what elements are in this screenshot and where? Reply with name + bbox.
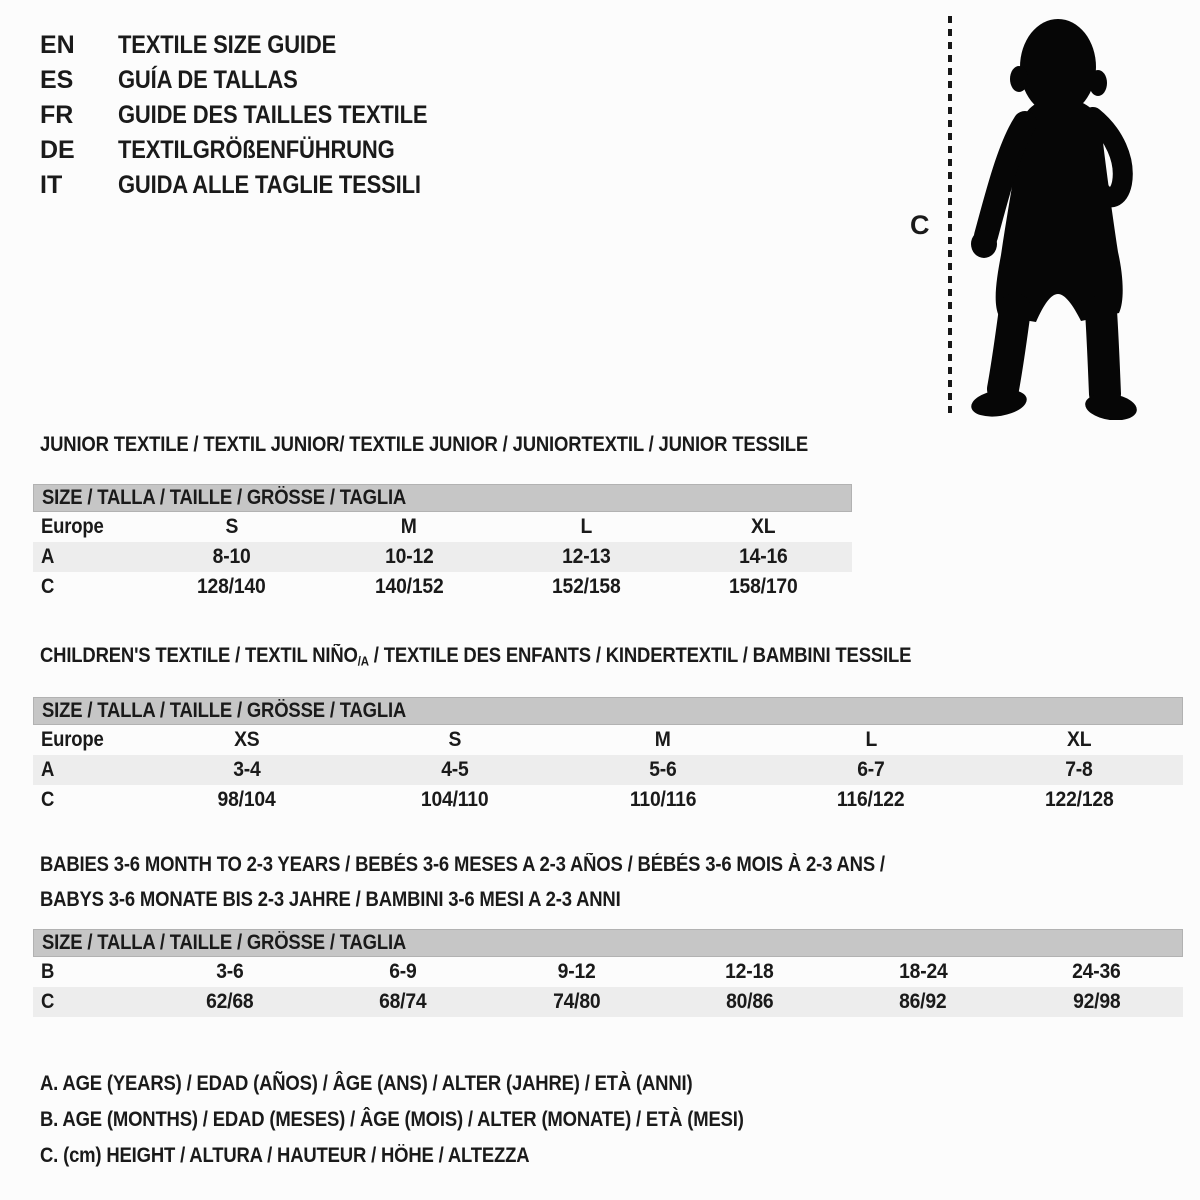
size-cell: 62/68	[205, 990, 254, 1013]
table-row: Europe XS S M L XL	[33, 725, 1183, 755]
row-label: B	[41, 960, 55, 983]
size-cell: 7-8	[1065, 757, 1093, 781]
height-measure-dashed-line	[948, 16, 952, 416]
size-cell: 80/86	[725, 990, 774, 1013]
list-item: DE TEXTILGRÖßENFÜHRUNG	[40, 133, 470, 168]
size-cell: 116/122	[837, 787, 905, 811]
language-code: IT	[40, 171, 63, 199]
toddler-silhouette-icon	[971, 19, 1137, 420]
size-cell: 122/128	[1044, 787, 1114, 811]
babies-size-table: B 3-6 6-9 9-12 12-18 18-24 24-36 C 62/68…	[33, 957, 1183, 1017]
guide-title: TEXTILE SIZE GUIDE	[118, 31, 337, 59]
row-label: A	[41, 545, 55, 568]
list-item: IT GUIDA ALLE TAGLIE TESSILI	[40, 168, 470, 203]
language-title-list: EN TEXTILE SIZE GUIDE ES GUÍA DE TALLAS …	[40, 28, 470, 203]
junior-section: JUNIOR TEXTILE / TEXTIL JUNIOR/ TEXTILE …	[33, 433, 852, 602]
table-row: B 3-6 6-9 9-12 12-18 18-24 24-36	[33, 957, 1183, 987]
list-item: ES GUÍA DE TALLAS	[40, 63, 470, 98]
table-row: C 62/68 68/74 74/80 80/86 86/92 92/98	[33, 987, 1183, 1017]
row-label: C	[41, 787, 55, 811]
list-item: FR GUIDE DES TAILLES TEXTILE	[40, 98, 470, 133]
size-cell: L	[580, 515, 592, 538]
size-cell: 158/170	[729, 575, 798, 598]
section-title-children: CHILDREN'S TEXTILE / TEXTIL NIÑO/A / TEX…	[40, 644, 912, 669]
table-row: C 98/104 104/110 110/116 116/122 122/128	[33, 785, 1183, 815]
size-cell: 12-18	[725, 960, 774, 983]
guide-title: GUÍA DE TALLAS	[118, 66, 298, 94]
row-label: Europe	[41, 727, 104, 751]
row-label: C	[41, 575, 55, 598]
size-header-bar: SIZE / TALLA / TAILLE / GRÖSSE / TAGLIA	[33, 484, 852, 512]
size-cell: 4-5	[441, 757, 469, 781]
size-cell: XS	[234, 727, 260, 751]
language-code: EN	[40, 31, 75, 59]
guide-title: GUIDE DES TAILLES TEXTILE	[118, 101, 428, 129]
size-cell: L	[865, 727, 877, 751]
babies-section: BABIES 3-6 MONTH TO 2-3 YEARS / BEBÉS 3-…	[33, 847, 1183, 1017]
guide-title: TEXTILGRÖßENFÜHRUNG	[118, 136, 395, 164]
size-cell: 140/152	[374, 575, 444, 598]
size-cell: 18-24	[898, 960, 948, 983]
size-cell: 14-16	[739, 545, 788, 568]
children-size-table: Europe XS S M L XL A 3-4 4-5 5-6 6-7 7-8…	[33, 725, 1183, 815]
row-label: C	[41, 990, 55, 1013]
size-cell: 9-12	[557, 960, 596, 983]
size-cell: 10-12	[384, 545, 434, 568]
size-cell: M	[400, 515, 417, 538]
size-cell: 5-6	[649, 757, 677, 781]
children-section: CHILDREN'S TEXTILE / TEXTIL NIÑO/A / TEX…	[33, 644, 1183, 815]
size-cell: 152/158	[551, 575, 621, 598]
language-code: ES	[40, 66, 74, 94]
section-title-babies: BABIES 3-6 MONTH TO 2-3 YEARS / BEBÉS 3-…	[40, 853, 885, 911]
size-cell: 6-9	[389, 960, 417, 983]
size-cell: 8-10	[212, 545, 251, 568]
size-cell: XL	[1066, 727, 1092, 751]
list-item: EN TEXTILE SIZE GUIDE	[40, 28, 470, 63]
size-header-bar: SIZE / TALLA / TAILLE / GRÖSSE / TAGLIA	[33, 696, 1183, 725]
size-cell: 3-6	[215, 960, 244, 983]
junior-size-table: Europe S M L XL A 8-10 10-12 12-13 14-16…	[33, 512, 852, 602]
size-cell: 86/92	[899, 990, 947, 1013]
legend-line-b: B. AGE (MONTHS) / EDAD (MESES) / ÂGE (MO…	[40, 1108, 744, 1131]
size-header-bar: SIZE / TALLA / TAILLE / GRÖSSE / TAGLIA	[33, 929, 1183, 957]
section-title-junior: JUNIOR TEXTILE / TEXTIL JUNIOR/ TEXTILE …	[40, 433, 809, 456]
table-row: C 128/140 140/152 152/158 158/170	[33, 572, 852, 602]
row-label: Europe	[41, 515, 104, 538]
legend-line-c: C. (cm) HEIGHT / ALTURA / HAUTEUR / HÖHE…	[40, 1144, 530, 1167]
size-cell: 98/104	[218, 787, 276, 811]
size-cell: M	[655, 727, 671, 751]
size-cell: XL	[751, 515, 776, 538]
size-cell: 92/98	[1072, 990, 1121, 1013]
language-code: DE	[40, 136, 75, 164]
size-cell: 3-4	[233, 757, 261, 781]
size-cell: S	[225, 515, 238, 538]
size-cell: 12-13	[561, 545, 611, 568]
size-cell: S	[448, 727, 462, 751]
legend-line-a: A. AGE (YEARS) / EDAD (AÑOS) / ÂGE (ANS)…	[40, 1072, 693, 1095]
size-cell: 128/140	[197, 575, 266, 598]
nino-a-subscript: /A	[357, 653, 369, 669]
table-row: Europe S M L XL	[33, 512, 852, 542]
size-cell: 110/116	[629, 787, 697, 811]
size-cell: 74/80	[552, 990, 601, 1013]
table-row: A 8-10 10-12 12-13 14-16	[33, 542, 852, 572]
size-cell: 68/74	[379, 990, 427, 1013]
guide-title: GUIDA ALLE TAGLIE TESSILI	[118, 171, 421, 199]
size-cell: 6-7	[857, 757, 885, 781]
size-cell: 24-36	[1072, 960, 1121, 983]
measurement-legend: A. AGE (YEARS) / EDAD (AÑOS) / ÂGE (ANS)…	[40, 1066, 840, 1174]
size-cell: 104/110	[421, 787, 489, 811]
table-row: A 3-4 4-5 5-6 6-7 7-8	[33, 754, 1183, 785]
language-code: FR	[40, 101, 74, 129]
height-measure-label: C	[910, 210, 930, 240]
row-label: A	[41, 757, 55, 781]
